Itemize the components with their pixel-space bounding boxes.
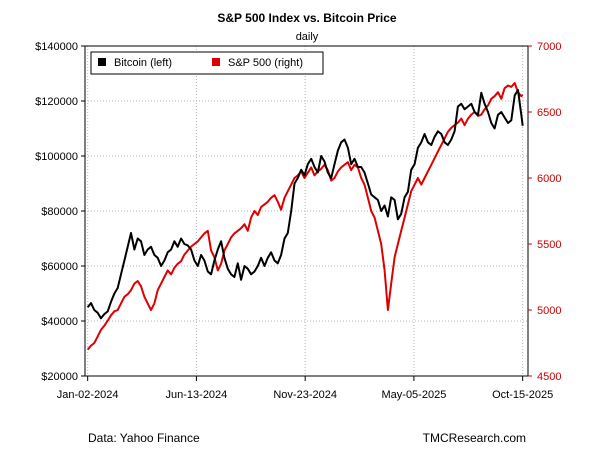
left-axis-tick-label: $20000 <box>41 371 78 383</box>
legend-label-bitcoin: Bitcoin (left) <box>114 57 172 69</box>
legend-swatch-bitcoin <box>98 58 106 66</box>
series-line-sp500 <box>86 82 524 351</box>
right-axis-tick-label: 4500 <box>537 371 561 383</box>
footer-credit: TMCResearch.com <box>423 431 526 445</box>
right-axis-tick-label: 6000 <box>537 173 561 185</box>
left-axis-tick-label: $140000 <box>35 41 78 53</box>
legend-box <box>90 51 324 75</box>
left-axis-tick-label: $120000 <box>35 96 78 108</box>
x-axis-tick-label: May-05-2025 <box>382 389 447 401</box>
chart-title: S&P 500 Index vs. Bitcoin Price <box>217 11 397 25</box>
legend: Bitcoin (left) S&P 500 (right) <box>90 51 324 75</box>
footer-source: Data: Yahoo Finance <box>88 431 200 445</box>
right-axis-tick-label: 5500 <box>537 239 561 251</box>
series-line-bitcoin <box>86 89 524 320</box>
legend-swatch-sp500 <box>212 58 220 66</box>
x-axis-tick-label: Oct-15-2025 <box>492 389 553 401</box>
legend-label-sp500: S&P 500 (right) <box>228 57 303 69</box>
right-axis-tick-label: 6500 <box>537 107 561 119</box>
x-axis-tick-label: Jun-13-2024 <box>166 389 228 401</box>
left-axis-tick-label: $40000 <box>41 316 78 328</box>
left-axis-tick-label: $100000 <box>35 151 78 163</box>
left-axis-tick-label: $60000 <box>41 261 78 273</box>
left-axis-tick-label: $80000 <box>41 206 78 218</box>
right-axis-tick-label: 5000 <box>537 305 561 317</box>
x-axis-tick-label: Nov-23-2024 <box>273 389 337 401</box>
x-axis-tick-label: Jan-02-2024 <box>57 389 119 401</box>
chart-subtitle: daily <box>296 31 319 43</box>
right-axis-tick-label: 7000 <box>537 41 561 53</box>
